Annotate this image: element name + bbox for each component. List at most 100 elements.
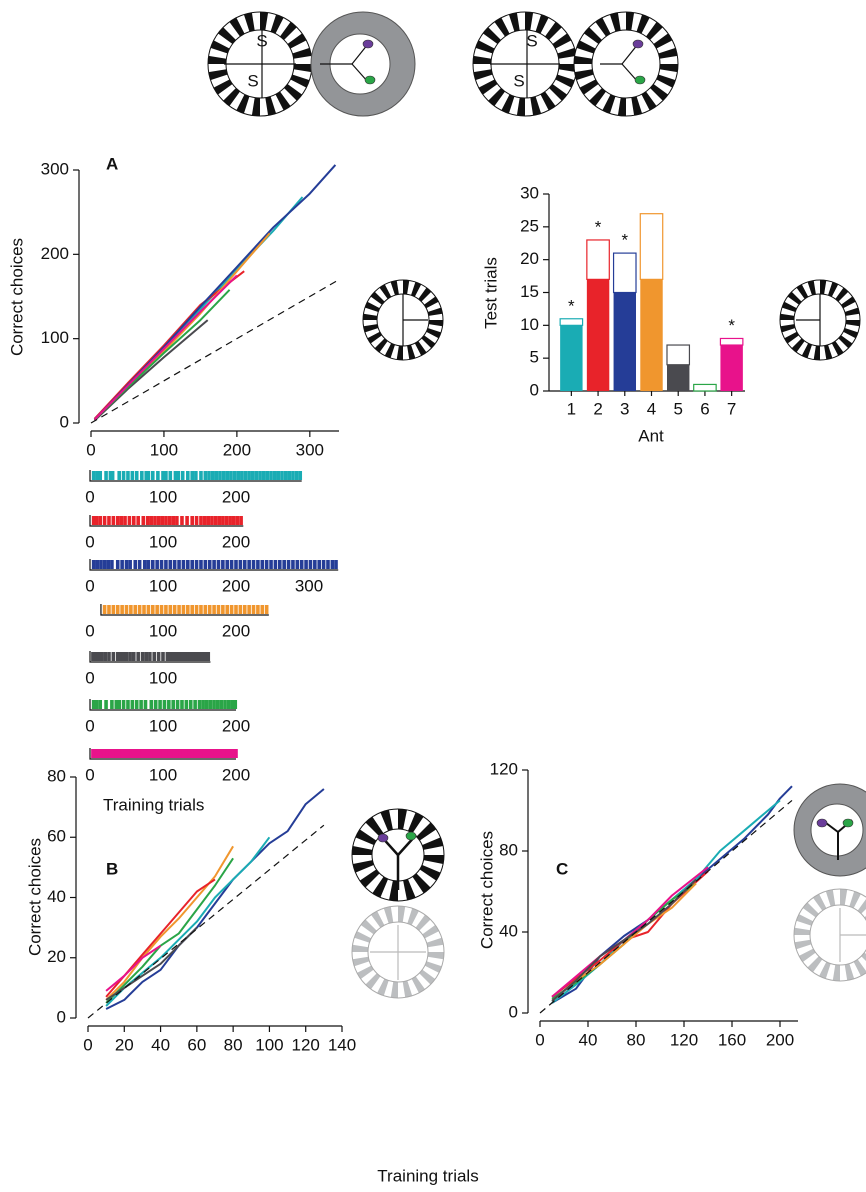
data-line (95, 275, 237, 419)
y-tick-label: 80 (499, 840, 518, 859)
x-tick-label: 100 (149, 576, 177, 595)
x-tick-label: 4 (647, 399, 656, 418)
x-tick-label: 0 (85, 765, 94, 784)
x-tick-label: 100 (149, 765, 177, 784)
stimulus-icon (574, 12, 678, 116)
bar (614, 293, 636, 392)
x-tick-label: 0 (86, 440, 95, 459)
bar-outline (614, 253, 636, 292)
bar-outline (587, 240, 609, 279)
bar (720, 345, 742, 391)
y-tick-label: 40 (47, 887, 66, 906)
x-tick-label: 160 (718, 1030, 746, 1049)
bar (640, 279, 662, 391)
icon-label: S (513, 71, 524, 90)
y-axis-label: Test trials (481, 257, 500, 329)
x-tick-label: 200 (222, 765, 250, 784)
bar (667, 365, 689, 391)
y-axis-label: Correct choices (477, 831, 496, 949)
x-tick-label: 3 (620, 399, 629, 418)
stimulus-icon (794, 784, 866, 876)
x-tick-label: 140 (328, 1035, 356, 1054)
y-tick-label: 15 (520, 282, 539, 301)
icon-label: S (247, 71, 258, 90)
x-tick-label: 40 (579, 1030, 598, 1049)
x-tick-label: 100 (149, 716, 177, 735)
y-tick-label: 300 (41, 159, 69, 178)
y-tick-label: 20 (47, 947, 66, 966)
x-tick-label: 200 (222, 487, 250, 506)
x-tick-label: 100 (150, 440, 178, 459)
icon-marker (635, 76, 645, 84)
icon-marker (378, 834, 388, 842)
significance-marker: * (568, 296, 575, 315)
y-tick-label: 0 (509, 1002, 518, 1021)
x-tick-label: 100 (255, 1035, 283, 1054)
icon-label: S (256, 31, 267, 50)
significance-marker: * (728, 316, 735, 335)
page: {"icon_labels": ["S", "S", "S", "S"], "c… (0, 0, 866, 1192)
chance-line (540, 800, 792, 1013)
x-tick-label: 100 (149, 487, 177, 506)
y-axis-label: Correct choices (7, 238, 26, 356)
x-tick-label: 200 (222, 532, 250, 551)
x-tick-label: 40 (151, 1035, 170, 1054)
y-tick-label: 60 (47, 827, 66, 846)
panel-label: B (106, 859, 118, 878)
x-axis-label: Training trials (377, 1166, 478, 1185)
chance-line (91, 280, 339, 423)
x-tick-label: 80 (224, 1035, 243, 1054)
x-tick-label: 1 (567, 399, 576, 418)
panel-label: A (106, 154, 118, 173)
figure: SSSS01002003000100200300ACorrect choices… (0, 0, 866, 1192)
x-tick-label: 0 (85, 487, 94, 506)
x-tick-label: 300 (295, 576, 323, 595)
icon-marker (406, 832, 416, 840)
x-tick-label: 100 (149, 621, 177, 640)
data-line (95, 320, 208, 420)
y-tick-label: 5 (530, 348, 539, 367)
y-tick-label: 25 (520, 216, 539, 235)
icon-marker (363, 40, 373, 48)
x-tick-label: 120 (670, 1030, 698, 1049)
icon-marker (365, 76, 375, 84)
significance-marker: * (595, 217, 602, 236)
y-tick-label: 0 (530, 380, 539, 399)
x-tick-label: 120 (292, 1035, 320, 1054)
x-tick-label: 200 (222, 716, 250, 735)
panel-label: C (556, 859, 568, 878)
significance-marker: * (621, 231, 628, 250)
x-tick-label: 2 (593, 399, 602, 418)
bar-outline (640, 214, 662, 280)
x-tick-label: 200 (766, 1030, 794, 1049)
x-tick-label: 0 (83, 1035, 92, 1054)
y-tick-label: 200 (41, 244, 69, 263)
y-axis-label: Correct choices (25, 838, 44, 956)
bar (587, 279, 609, 391)
y-tick-label: 0 (57, 1007, 66, 1026)
y-tick-label: 30 (520, 183, 539, 202)
y-tick-label: 40 (499, 921, 518, 940)
x-tick-label: 80 (627, 1030, 646, 1049)
bar-outline (694, 384, 716, 391)
x-tick-label: 100 (149, 532, 177, 551)
x-tick-label: 60 (187, 1035, 206, 1054)
x-tick-label: 0 (85, 532, 94, 551)
y-tick-label: 0 (60, 412, 69, 431)
bar-outline (720, 338, 742, 345)
x-axis-label: Training trials (103, 795, 204, 814)
x-tick-label: 200 (223, 440, 251, 459)
y-tick-label: 120 (490, 759, 518, 778)
x-tick-label: 20 (115, 1035, 134, 1054)
icon-marker (633, 40, 643, 48)
x-tick-label: 0 (535, 1030, 544, 1049)
bar (560, 325, 582, 391)
icon-marker (817, 819, 827, 827)
x-tick-label: 5 (673, 399, 682, 418)
x-tick-label: 0 (85, 621, 94, 640)
y-tick-label: 20 (520, 249, 539, 268)
x-tick-label: 200 (222, 576, 250, 595)
x-tick-label: 100 (149, 668, 177, 687)
x-tick-label: 0 (85, 716, 94, 735)
bar-outline (560, 319, 582, 326)
